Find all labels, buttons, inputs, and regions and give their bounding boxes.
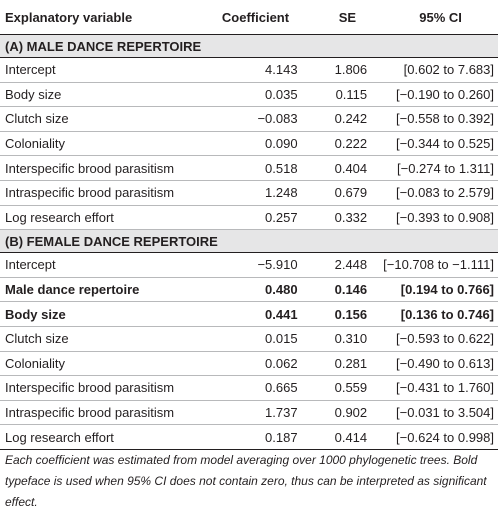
table-row-significant: Male dance repertoire 0.480 0.146 [0.194… xyxy=(0,277,498,303)
coefficient-cell: −0.083 xyxy=(199,106,312,132)
table-row: Log research effort 0.257 0.332 [−0.393 … xyxy=(0,205,498,231)
coefficient-cell: 1.737 xyxy=(199,400,312,426)
table-row: Body size 0.035 0.115 [−0.190 to 0.260] xyxy=(0,82,498,108)
variable-cell: Intraspecific brood parasitism xyxy=(0,400,200,426)
table-row: Interspecific brood parasitism 0.518 0.4… xyxy=(0,155,498,181)
variable-cell: Interspecific brood parasitism xyxy=(0,375,200,401)
table-row: Intercept 4.143 1.806 [0.602 to 7.683] xyxy=(0,57,498,83)
variable-cell: Intraspecific brood parasitism xyxy=(0,180,200,206)
se-cell: 0.332 xyxy=(311,205,384,231)
ci-cell: [0.602 to 7.683] xyxy=(383,57,498,83)
ci-cell: [−0.031 to 3.504] xyxy=(383,400,498,426)
ci-cell: [−0.083 to 2.579] xyxy=(383,180,498,206)
se-cell: 0.310 xyxy=(311,326,384,352)
table-row-significant: Body size 0.441 0.156 [0.136 to 0.746] xyxy=(0,301,498,327)
table-row: Intraspecific brood parasitism 1.737 0.9… xyxy=(0,400,498,426)
ci-cell: [−0.344 to 0.525] xyxy=(383,131,498,157)
variable-cell: Log research effort xyxy=(0,424,200,450)
ci-cell: [0.194 to 0.766] xyxy=(383,277,498,303)
coefficient-cell: −5.910 xyxy=(199,252,312,278)
se-cell: 0.559 xyxy=(311,375,384,401)
variable-cell: Clutch size xyxy=(0,326,200,352)
variable-cell: Intercept xyxy=(0,252,200,278)
coefficient-cell: 0.665 xyxy=(199,375,312,401)
coefficient-cell: 0.257 xyxy=(199,205,312,231)
header-row: Explanatory variable Coefficient SE 95% … xyxy=(0,0,498,35)
coefficient-cell: 0.062 xyxy=(199,351,312,377)
table-row: Interspecific brood parasitism 0.665 0.5… xyxy=(0,375,498,401)
coefficient-cell: 0.187 xyxy=(199,424,312,450)
ci-cell: [−0.431 to 1.760] xyxy=(383,375,498,401)
se-cell: 0.222 xyxy=(311,131,384,157)
coefficient-cell: 0.441 xyxy=(199,301,312,327)
ci-cell: [−0.593 to 0.622] xyxy=(383,326,498,352)
coefficient-cell: 4.143 xyxy=(199,57,312,83)
header-variable: Explanatory variable xyxy=(0,0,200,35)
section-title: (B) FEMALE DANCE REPERTOIRE xyxy=(0,229,498,254)
ci-cell: [−0.393 to 0.908] xyxy=(383,205,498,231)
section-header-male: (A) MALE DANCE REPERTOIRE xyxy=(0,34,498,58)
coefficient-cell: 1.248 xyxy=(199,180,312,206)
se-cell: 0.242 xyxy=(311,106,384,132)
ci-cell: [−0.624 to 0.998] xyxy=(383,424,498,450)
table-row: Clutch size −0.083 0.242 [−0.558 to 0.39… xyxy=(0,106,498,132)
se-cell: 0.115 xyxy=(311,82,384,108)
coefficient-cell: 0.480 xyxy=(199,277,312,303)
table-row: Log research effort 0.187 0.414 [−0.624 … xyxy=(0,424,498,450)
table-row: Coloniality 0.090 0.222 [−0.344 to 0.525… xyxy=(0,131,498,157)
variable-cell: Log research effort xyxy=(0,205,200,231)
se-cell: 1.806 xyxy=(311,57,384,83)
header-ci: 95% CI xyxy=(383,0,498,35)
ci-cell: [−0.558 to 0.392] xyxy=(383,106,498,132)
ci-cell: [−0.190 to 0.260] xyxy=(383,82,498,108)
se-cell: 0.414 xyxy=(311,424,384,450)
ci-cell: [−0.274 to 1.311] xyxy=(383,155,498,181)
section-title: (A) MALE DANCE REPERTOIRE xyxy=(0,34,498,58)
se-cell: 0.156 xyxy=(311,301,384,327)
results-table-container: Explanatory variable Coefficient SE 95% … xyxy=(0,0,498,450)
variable-cell: Male dance repertoire xyxy=(0,277,200,303)
results-table: Explanatory variable Coefficient SE 95% … xyxy=(0,0,498,450)
coefficient-cell: 0.518 xyxy=(199,155,312,181)
variable-cell: Intercept xyxy=(0,57,200,83)
se-cell: 0.679 xyxy=(311,180,384,206)
coefficient-cell: 0.090 xyxy=(199,131,312,157)
section-header-female: (B) FEMALE DANCE REPERTOIRE xyxy=(0,229,498,254)
header-se: SE xyxy=(311,0,384,35)
table-row: Intraspecific brood parasitism 1.248 0.6… xyxy=(0,180,498,206)
ci-cell: [−10.708 to −1.111] xyxy=(383,252,498,278)
ci-cell: [−0.490 to 0.613] xyxy=(383,351,498,377)
header-coefficient: Coefficient xyxy=(199,0,312,35)
variable-cell: Body size xyxy=(0,301,200,327)
variable-cell: Coloniality xyxy=(0,131,200,157)
coefficient-cell: 0.015 xyxy=(199,326,312,352)
variable-cell: Clutch size xyxy=(0,106,200,132)
coefficient-cell: 0.035 xyxy=(199,82,312,108)
se-cell: 0.281 xyxy=(311,351,384,377)
ci-cell: [0.136 to 0.746] xyxy=(383,301,498,327)
table-row: Intercept −5.910 2.448 [−10.708 to −1.11… xyxy=(0,252,498,278)
variable-cell: Body size xyxy=(0,82,200,108)
table-row: Coloniality 0.062 0.281 [−0.490 to 0.613… xyxy=(0,351,498,377)
se-cell: 2.448 xyxy=(311,252,384,278)
table-row: Clutch size 0.015 0.310 [−0.593 to 0.622… xyxy=(0,326,498,352)
variable-cell: Interspecific brood parasitism xyxy=(0,155,200,181)
se-cell: 0.146 xyxy=(311,277,384,303)
se-cell: 0.404 xyxy=(311,155,384,181)
table-footnote: Each coefficient was estimated from mode… xyxy=(5,453,487,509)
variable-cell: Coloniality xyxy=(0,351,200,377)
se-cell: 0.902 xyxy=(311,400,384,426)
